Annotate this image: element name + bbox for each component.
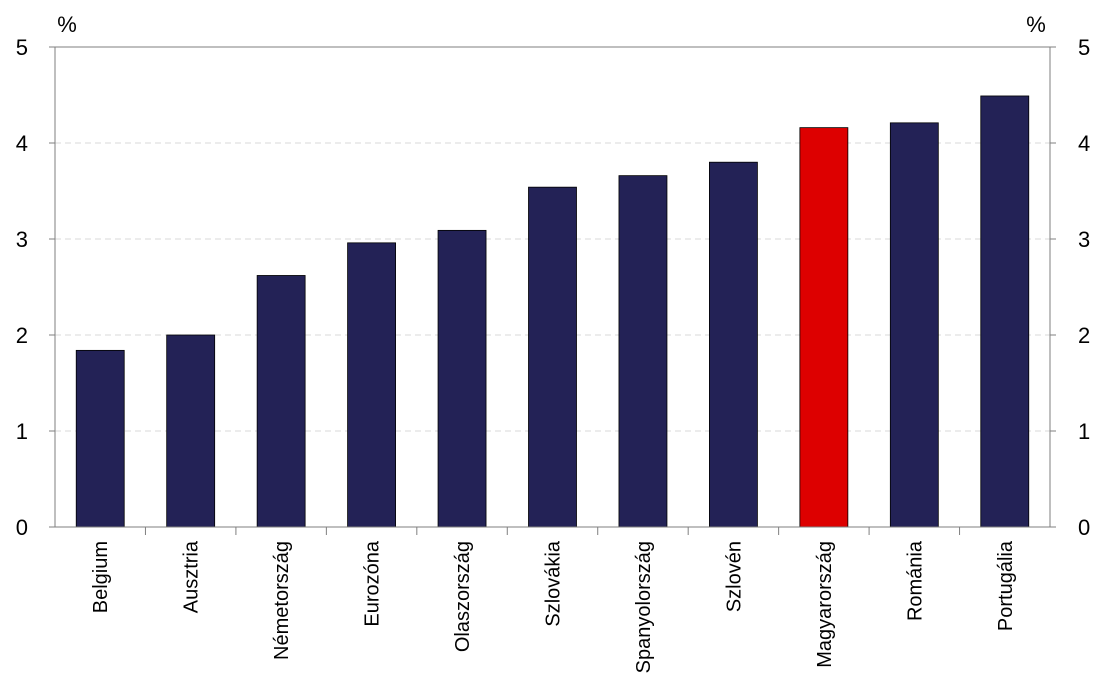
bar-0 xyxy=(75,349,125,528)
bar-3 xyxy=(347,242,396,528)
bar-9 xyxy=(889,122,939,528)
bar-2 xyxy=(256,275,306,528)
category-label-1: Ausztria xyxy=(181,540,203,613)
category-label-5: Szlovákia xyxy=(543,540,565,626)
axes xyxy=(54,46,1051,535)
right-tick-label: 5 xyxy=(1078,35,1090,60)
bar-7 xyxy=(709,161,758,528)
category-label-3: Eurozóna xyxy=(362,540,384,626)
category-label-10: Portugália xyxy=(995,540,1017,631)
left-tick-label: 3 xyxy=(16,227,28,252)
bar-4 xyxy=(437,229,487,528)
right-tick-label: 3 xyxy=(1078,227,1090,252)
left-tick-label: 1 xyxy=(16,419,28,444)
left-tick-label: 0 xyxy=(16,515,28,540)
right-unit-label: % xyxy=(1026,12,1046,37)
right-tick-label: 4 xyxy=(1078,131,1090,156)
bar-1 xyxy=(166,334,216,528)
category-label-0: Belgium xyxy=(90,541,112,613)
bar-6 xyxy=(618,175,668,528)
left-axis-ticks: 0 1 2 3 4 5 xyxy=(16,35,55,540)
right-axis-ticks: 0 1 2 3 4 5 xyxy=(1050,35,1090,540)
category-label-6: Spanyolország xyxy=(633,541,655,673)
left-unit-label: % xyxy=(57,12,77,37)
category-label-2: Németország xyxy=(271,541,293,660)
bar-8 xyxy=(799,127,849,528)
category-label-8: Magyarország xyxy=(814,541,836,668)
bars xyxy=(75,95,1030,528)
left-tick-label: 2 xyxy=(16,323,28,348)
category-label-4: Olaszország xyxy=(452,541,474,652)
category-label-7: Szlovén xyxy=(723,541,745,612)
bar-10 xyxy=(980,95,1030,528)
right-tick-label: 0 xyxy=(1078,515,1090,540)
category-labels: Belgium Ausztria Németország Eurozóna Olaszo… xyxy=(90,540,1017,673)
right-tick-label: 1 xyxy=(1078,419,1090,444)
category-label-9: Románia xyxy=(904,540,926,621)
left-tick-label: 4 xyxy=(16,131,28,156)
right-tick-label: 2 xyxy=(1078,323,1090,348)
gridlines xyxy=(55,142,1050,432)
bar-5 xyxy=(528,186,577,528)
left-tick-label: 5 xyxy=(16,35,28,60)
